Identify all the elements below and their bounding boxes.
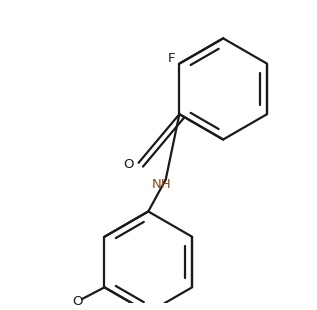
Text: O: O [72,295,82,308]
Text: F: F [168,52,175,65]
Text: O: O [124,158,134,171]
Text: NH: NH [152,178,172,191]
